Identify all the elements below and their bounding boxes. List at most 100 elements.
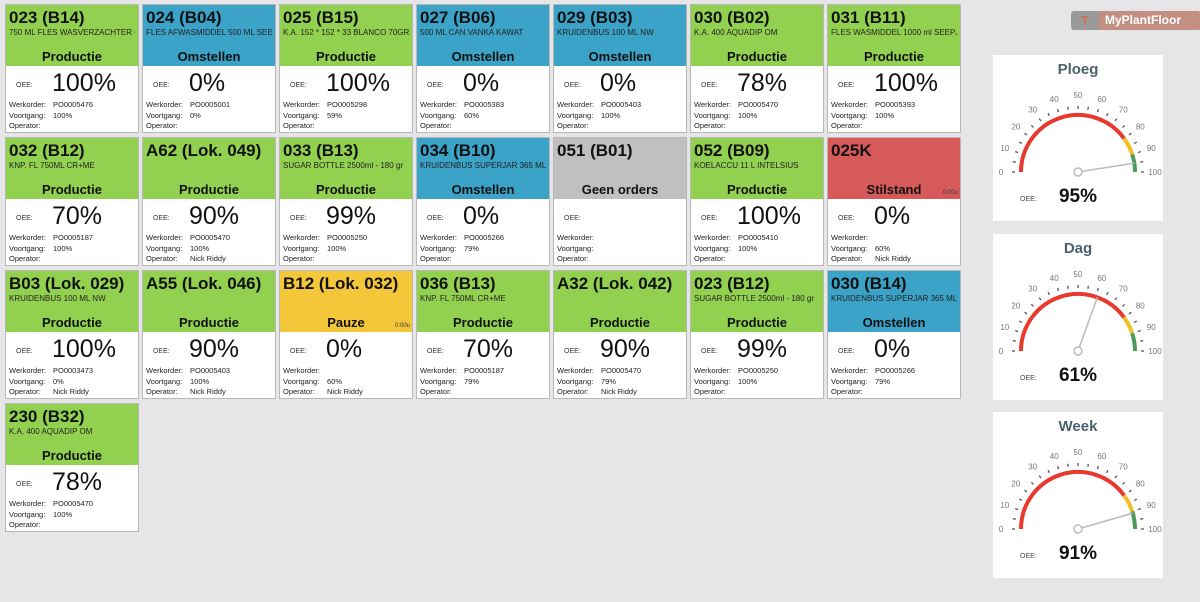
oee-label: OEE: <box>838 348 855 355</box>
voortgang-row: Voortgang: 100% <box>146 377 230 388</box>
oee-value: 100% <box>326 69 390 97</box>
gauge-tick-label: 90 <box>1147 323 1156 332</box>
operator-row: Operator: <box>283 254 367 265</box>
oee-value: 0% <box>189 69 226 97</box>
gauge-tick <box>1133 320 1138 323</box>
werkorder-value: PO0005470 <box>190 233 231 242</box>
werkorder-row: Werkorder: PO0005187 <box>9 233 93 244</box>
oee-value: 0% <box>463 69 500 97</box>
machine-card[interactable]: 031 (B11) FLES WASMIDDEL 1000 ml SEEPJE … <box>827 4 961 133</box>
machine-card[interactable]: 023 (B12) SUGAR BOTTLE 2500ml - 180 gr P… <box>690 270 824 399</box>
werkorder-label: Werkorder: <box>831 366 868 375</box>
plant-logo-icon: T <box>1071 11 1099 30</box>
machine-card[interactable]: 052 (B09) KOELACCU 11 L INTELSIUS Produc… <box>690 137 824 266</box>
oee-value: 90% <box>600 335 651 363</box>
operator-label: Operator: <box>694 121 726 130</box>
machine-card[interactable]: 051 (B01) Geen orders OEE: Werkorder: Vo… <box>553 137 687 266</box>
operator-label: Operator: <box>9 387 41 396</box>
machine-card[interactable]: 030 (B02) K.A. 400 AQUADIP OM Productie … <box>690 4 824 133</box>
werkorder-value: PO0005001 <box>190 100 231 109</box>
machine-card[interactable]: 030 (B14) KRUIDENBUS SUPERJAR 365 ML LOS… <box>827 270 961 399</box>
gauge-value: 61% <box>1058 365 1098 386</box>
voortgang-row: Voortgang: 100% <box>283 244 367 255</box>
machine-card[interactable]: B12 (Lok. 032) Pauze 0:00u OEE: 0% Werko… <box>279 270 413 399</box>
machine-title: 036 (B13) <box>420 274 496 293</box>
operator-row: Operator: <box>283 121 367 132</box>
operator-label: Operator: <box>9 254 41 263</box>
machine-card[interactable]: 230 (B32) K.A. 400 AQUADIP OM Productie … <box>5 403 139 532</box>
machine-card[interactable]: 024 (B04) FLES AFWASMIDDEL 500 ML SEEPJE… <box>142 4 276 133</box>
gauge-tick-label: 10 <box>1000 501 1009 510</box>
oee-value: 100% <box>52 335 116 363</box>
werkorder-label: Werkorder: <box>831 100 868 109</box>
operator-row: Operator: Nick Riddy <box>146 387 230 398</box>
werkorder-row: Werkorder: PO0005470 <box>694 100 778 111</box>
gauge-hub <box>1073 167 1083 177</box>
gauge-needle <box>1077 162 1135 173</box>
werkorder-row: Werkorder: PO0005383 <box>420 100 504 111</box>
card-header: 036 (B13) KNP. FL 750ML CR+ME Productie <box>417 271 549 332</box>
werkorder-row: Werkorder: PO0005470 <box>9 499 93 510</box>
machine-title: 027 (B06) <box>420 8 496 27</box>
status-timer: 0:00u <box>394 323 410 329</box>
machine-card[interactable]: A32 (Lok. 042) Productie OEE: 90% Werkor… <box>553 270 687 399</box>
product-name: 750 ML FLES WASVERZACHTER ORANJE <box>9 28 135 37</box>
machine-card[interactable]: B03 (Lok. 029) KRUIDENBUS 100 ML NW Prod… <box>5 270 139 399</box>
voortgang-value: 100% <box>738 376 758 386</box>
machine-card[interactable]: 036 (B13) KNP. FL 750ML CR+ME Productie … <box>416 270 550 399</box>
gauge-tick <box>1128 489 1132 493</box>
werkorder-label: Werkorder: <box>283 366 320 375</box>
status-label: Productie <box>727 182 787 197</box>
gauge-tick-label: 50 <box>1074 270 1083 279</box>
werkorder-row: Werkorder: PO0005187 <box>420 366 504 377</box>
gauge-tick <box>1030 303 1034 307</box>
gauge-title: Dag <box>1063 240 1093 257</box>
oee-value: 99% <box>326 202 377 230</box>
card-header: 027 (B06) 500 ML CAN VANKA KAWAT Omstell… <box>417 5 549 66</box>
machine-card[interactable]: 033 (B13) SUGAR BOTTLE 2500ml - 180 gr P… <box>279 137 413 266</box>
machine-title: 051 (B01) <box>557 141 633 160</box>
card-header: 230 (B32) K.A. 400 AQUADIP OM Productie <box>6 404 138 465</box>
gauge-tick-label: 60 <box>1097 95 1106 104</box>
machine-card[interactable]: 023 (B14) 750 ML FLES WASVERZACHTER ORAN… <box>5 4 139 133</box>
machine-title: 023 (B14) <box>9 8 85 27</box>
gauge-tick-label: 10 <box>1000 144 1009 153</box>
machine-title: 024 (B04) <box>146 8 222 27</box>
brand-name: MyPlantFloor <box>1099 11 1200 30</box>
machine-card[interactable]: A55 (Lok. 046) Productie OEE: 90% Werkor… <box>142 270 276 399</box>
machine-card[interactable]: 034 (B10) KRUIDENBUS SUPERJAR 365 ML LOS… <box>416 137 550 266</box>
operator-row: Operator: <box>557 121 641 132</box>
voortgang-value: 100% <box>190 376 210 386</box>
product-name: K.A. 152 * 152 * 33 BLANCO 70GR <box>283 28 409 37</box>
voortgang-row: Voortgang: 100% <box>694 111 778 122</box>
operator-label: Operator: <box>557 387 589 396</box>
machine-card[interactable]: A62 (Lok. 049) Productie OEE: 90% Werkor… <box>142 137 276 266</box>
operator-label: Operator: <box>694 254 726 263</box>
voortgang-label: Voortgang: <box>694 243 731 253</box>
werkorder-value: PO0005250 <box>738 366 779 375</box>
operator-row: Operator: <box>420 387 504 398</box>
oee-label: OEE: <box>290 348 307 355</box>
voortgang-value: 0% <box>53 376 64 386</box>
voortgang-row: Voortgang: 100% <box>694 377 778 388</box>
operator-label: Operator: <box>420 387 452 396</box>
machine-card[interactable]: 032 (B12) KNP. FL 750ML CR+ME Productie … <box>5 137 139 266</box>
werkorder-value: PO0005266 <box>875 366 916 375</box>
gauge-tick <box>1137 150 1141 154</box>
product-name: KOELACCU 11 L INTELSIUS <box>694 161 799 170</box>
machine-card[interactable]: 025K Stilstand 0:00u OEE: 0% Werkorder: … <box>827 137 961 266</box>
machine-card[interactable]: 025 (B15) K.A. 152 * 152 * 33 BLANCO 70G… <box>279 4 413 133</box>
machine-title: 032 (B12) <box>9 141 85 160</box>
gauge-tick <box>1137 329 1141 333</box>
operator-label: Operator: <box>283 254 315 263</box>
machine-card[interactable]: 027 (B06) 500 ML CAN VANKA KAWAT Omstell… <box>416 4 550 133</box>
machine-card[interactable]: 029 (B03) KRUIDENBUS 100 ML NW Omstellen… <box>553 4 687 133</box>
card-header: 023 (B14) 750 ML FLES WASVERZACHTER ORAN… <box>6 5 138 66</box>
werkorder-value: PO0005403 <box>190 366 231 375</box>
card-header: 030 (B14) KRUIDENBUS SUPERJAR 365 ML LOS… <box>828 271 960 332</box>
gauge-tick <box>1030 124 1034 128</box>
voortgang-label: Voortgang: <box>146 376 183 386</box>
operator-row: Operator: Nick Riddy <box>283 387 363 398</box>
werkorder-label: Werkorder: <box>283 233 320 242</box>
voortgang-row: Voortgang: 100% <box>9 244 93 255</box>
